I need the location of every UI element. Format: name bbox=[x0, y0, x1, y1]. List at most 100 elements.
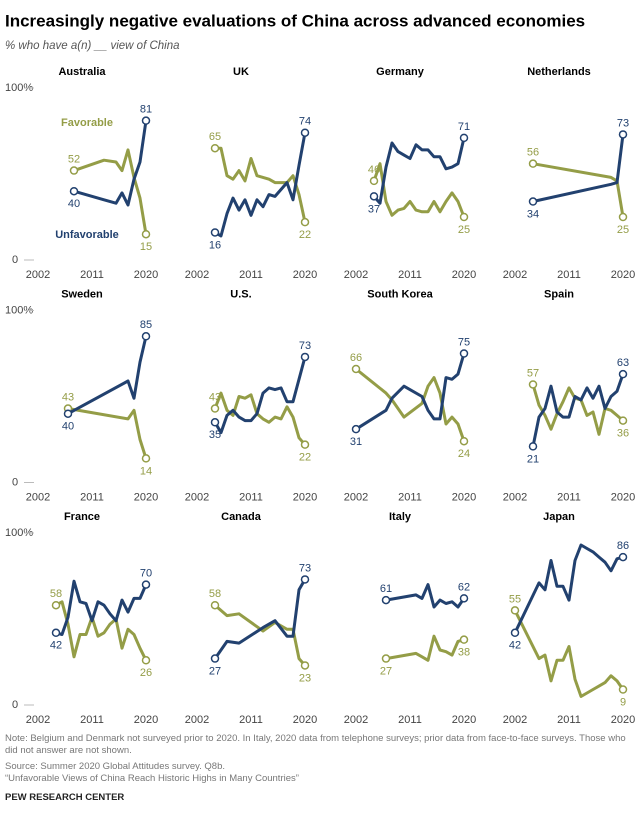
panel-title: Italy bbox=[389, 511, 412, 523]
data-label: 26 bbox=[140, 667, 152, 679]
data-label: 35 bbox=[209, 429, 221, 441]
end-point bbox=[528, 159, 538, 168]
series-line bbox=[72, 148, 148, 236]
x-tick-label: 2011 bbox=[80, 269, 104, 281]
data-label: 66 bbox=[350, 352, 362, 364]
x-tick-label: 2011 bbox=[80, 491, 104, 503]
data-label: 57 bbox=[527, 367, 539, 379]
y-tick-label: 0 bbox=[12, 254, 18, 266]
end-point bbox=[528, 380, 538, 389]
data-label: 40 bbox=[68, 198, 80, 210]
series-line bbox=[531, 372, 625, 448]
x-tick-label: 2002 bbox=[503, 491, 527, 503]
data-label: 42 bbox=[50, 640, 62, 652]
note: Note: Belgium and Denmark not surveyed p… bbox=[5, 733, 626, 756]
end-point bbox=[618, 212, 628, 222]
data-label: 74 bbox=[299, 116, 311, 128]
end-point bbox=[528, 442, 538, 451]
series-line bbox=[531, 162, 625, 219]
data-label: 43 bbox=[62, 391, 74, 403]
x-tick-label: 2020 bbox=[452, 269, 476, 281]
end-point bbox=[141, 229, 151, 239]
panel-title: Sweden bbox=[61, 288, 103, 300]
report-title: “Unfavorable Views of China Reach Histor… bbox=[5, 773, 299, 784]
data-label: 24 bbox=[458, 448, 470, 460]
data-label: 38 bbox=[458, 647, 470, 659]
chart-title: Increasingly negative evaluations of Chi… bbox=[5, 11, 585, 30]
org: PEW RESEARCH CENTER bbox=[5, 792, 125, 803]
end-point bbox=[300, 575, 310, 584]
x-tick-label: 2002 bbox=[185, 491, 209, 503]
x-tick-label: 2002 bbox=[503, 714, 527, 726]
data-label: 25 bbox=[458, 224, 470, 236]
end-point bbox=[63, 409, 73, 418]
x-tick-label: 2011 bbox=[239, 491, 263, 503]
series-line bbox=[384, 634, 466, 662]
data-label: 15 bbox=[140, 241, 152, 253]
series-line bbox=[54, 579, 148, 636]
panel-title: Spain bbox=[544, 288, 574, 300]
end-point bbox=[51, 600, 61, 610]
series-line bbox=[72, 119, 148, 207]
data-label: 23 bbox=[299, 672, 311, 684]
data-label: 22 bbox=[299, 229, 311, 241]
end-point bbox=[141, 454, 151, 463]
legend-label: Unfavorable bbox=[55, 229, 119, 241]
x-tick-label: 2020 bbox=[452, 491, 476, 503]
x-tick-label: 2011 bbox=[239, 714, 263, 726]
data-label: 71 bbox=[458, 121, 470, 133]
data-label: 73 bbox=[299, 562, 311, 574]
end-point bbox=[141, 656, 151, 665]
data-label: 46 bbox=[368, 164, 380, 176]
data-label: 55 bbox=[509, 593, 521, 605]
x-tick-label: 2002 bbox=[26, 491, 50, 503]
x-tick-label: 2011 bbox=[557, 491, 581, 503]
x-tick-label: 2020 bbox=[293, 714, 317, 726]
x-tick-label: 2002 bbox=[185, 714, 209, 726]
data-label: 75 bbox=[458, 336, 470, 348]
series-line bbox=[66, 334, 148, 416]
x-tick-label: 2002 bbox=[185, 269, 209, 281]
series-line bbox=[531, 383, 625, 436]
data-label: 81 bbox=[140, 104, 152, 116]
x-tick-label: 2020 bbox=[452, 714, 476, 726]
y-tick-label: 0 bbox=[12, 699, 18, 711]
data-label: 85 bbox=[140, 319, 152, 331]
end-point bbox=[381, 654, 391, 663]
end-point bbox=[528, 197, 538, 206]
end-point bbox=[510, 606, 520, 615]
data-label: 62 bbox=[458, 581, 470, 593]
end-point bbox=[210, 228, 220, 237]
x-tick-label: 2002 bbox=[503, 269, 527, 281]
end-point bbox=[210, 143, 220, 153]
x-tick-label: 2020 bbox=[293, 491, 317, 503]
x-tick-label: 2020 bbox=[611, 714, 635, 726]
end-point bbox=[141, 580, 151, 589]
end-point bbox=[351, 424, 361, 434]
panel-title: France bbox=[64, 511, 100, 523]
end-point bbox=[618, 369, 628, 379]
end-point bbox=[510, 628, 520, 638]
series-line bbox=[213, 131, 307, 238]
x-tick-label: 2011 bbox=[557, 269, 581, 281]
data-label: 58 bbox=[209, 588, 221, 600]
end-point bbox=[210, 404, 220, 413]
data-label: 34 bbox=[527, 208, 539, 220]
x-tick-label: 2020 bbox=[611, 491, 635, 503]
x-tick-label: 2002 bbox=[344, 491, 368, 503]
panel-title: UK bbox=[233, 66, 249, 78]
end-point bbox=[459, 212, 469, 222]
panel-title: Germany bbox=[376, 66, 425, 78]
end-point bbox=[618, 130, 628, 139]
x-tick-label: 2011 bbox=[557, 714, 581, 726]
data-label: 70 bbox=[140, 568, 152, 580]
y-tick-label: 100% bbox=[5, 304, 33, 316]
data-label: 27 bbox=[380, 665, 392, 677]
end-point bbox=[141, 332, 151, 341]
panel-title: Australia bbox=[58, 66, 106, 78]
end-point bbox=[459, 436, 469, 446]
x-tick-label: 2011 bbox=[398, 269, 422, 281]
end-point bbox=[69, 166, 79, 175]
x-tick-label: 2002 bbox=[26, 269, 50, 281]
